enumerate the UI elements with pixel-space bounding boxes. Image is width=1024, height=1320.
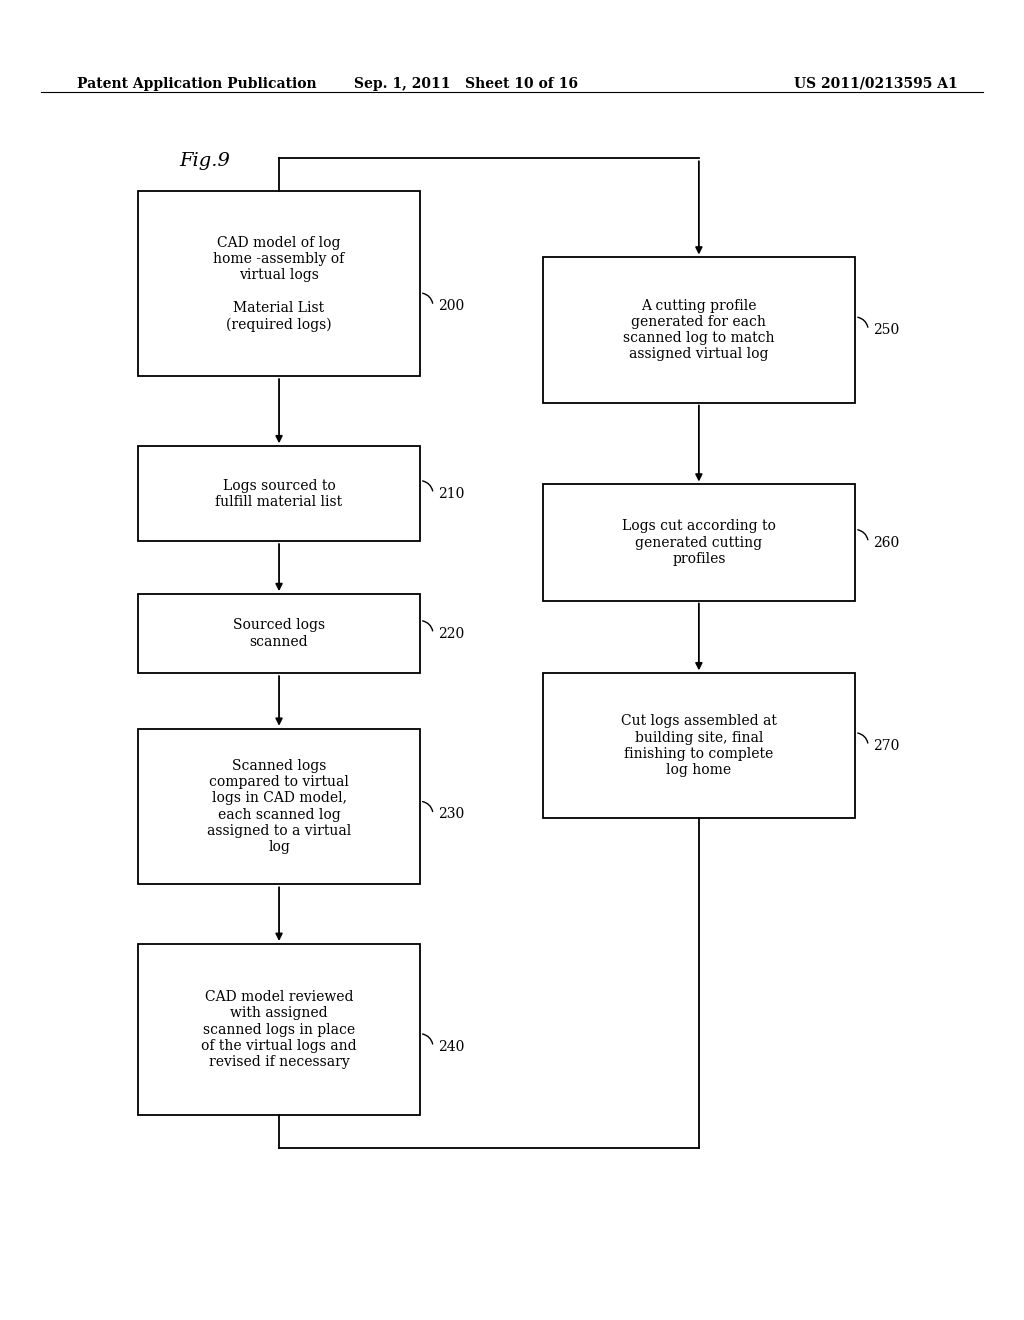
Text: 220: 220 xyxy=(438,627,465,640)
Bar xyxy=(543,673,855,818)
Text: CAD model of log
home -assembly of
virtual logs

Material List
(required logs): CAD model of log home -assembly of virtu… xyxy=(213,236,345,331)
Text: CAD model reviewed
with assigned
scanned logs in place
of the virtual logs and
r: CAD model reviewed with assigned scanned… xyxy=(202,990,356,1069)
Text: A cutting profile
generated for each
scanned log to match
assigned virtual log: A cutting profile generated for each sca… xyxy=(624,298,774,362)
Text: Sep. 1, 2011   Sheet 10 of 16: Sep. 1, 2011 Sheet 10 of 16 xyxy=(354,77,578,91)
Bar xyxy=(138,191,420,376)
Text: 260: 260 xyxy=(873,536,900,549)
Text: 240: 240 xyxy=(438,1040,465,1053)
Text: Logs cut according to
generated cutting
profiles: Logs cut according to generated cutting … xyxy=(622,519,776,566)
Text: Sourced logs
scanned: Sourced logs scanned xyxy=(233,619,325,648)
Text: Cut logs assembled at
building site, final
finishing to complete
log home: Cut logs assembled at building site, fin… xyxy=(621,714,777,777)
Text: Fig.9: Fig.9 xyxy=(179,152,230,170)
Text: 200: 200 xyxy=(438,298,465,313)
Bar xyxy=(138,944,420,1115)
Bar xyxy=(543,257,855,403)
Bar xyxy=(138,594,420,673)
Text: US 2011/0213595 A1: US 2011/0213595 A1 xyxy=(794,77,957,91)
Bar xyxy=(138,446,420,541)
Text: 250: 250 xyxy=(873,323,900,337)
Text: 270: 270 xyxy=(873,739,900,752)
Text: 210: 210 xyxy=(438,487,465,500)
Bar xyxy=(138,729,420,884)
Bar xyxy=(543,484,855,601)
Text: Patent Application Publication: Patent Application Publication xyxy=(77,77,316,91)
Text: 230: 230 xyxy=(438,808,465,821)
Text: Logs sourced to
fulfill material list: Logs sourced to fulfill material list xyxy=(215,479,343,508)
Text: Scanned logs
compared to virtual
logs in CAD model,
each scanned log
assigned to: Scanned logs compared to virtual logs in… xyxy=(207,759,351,854)
